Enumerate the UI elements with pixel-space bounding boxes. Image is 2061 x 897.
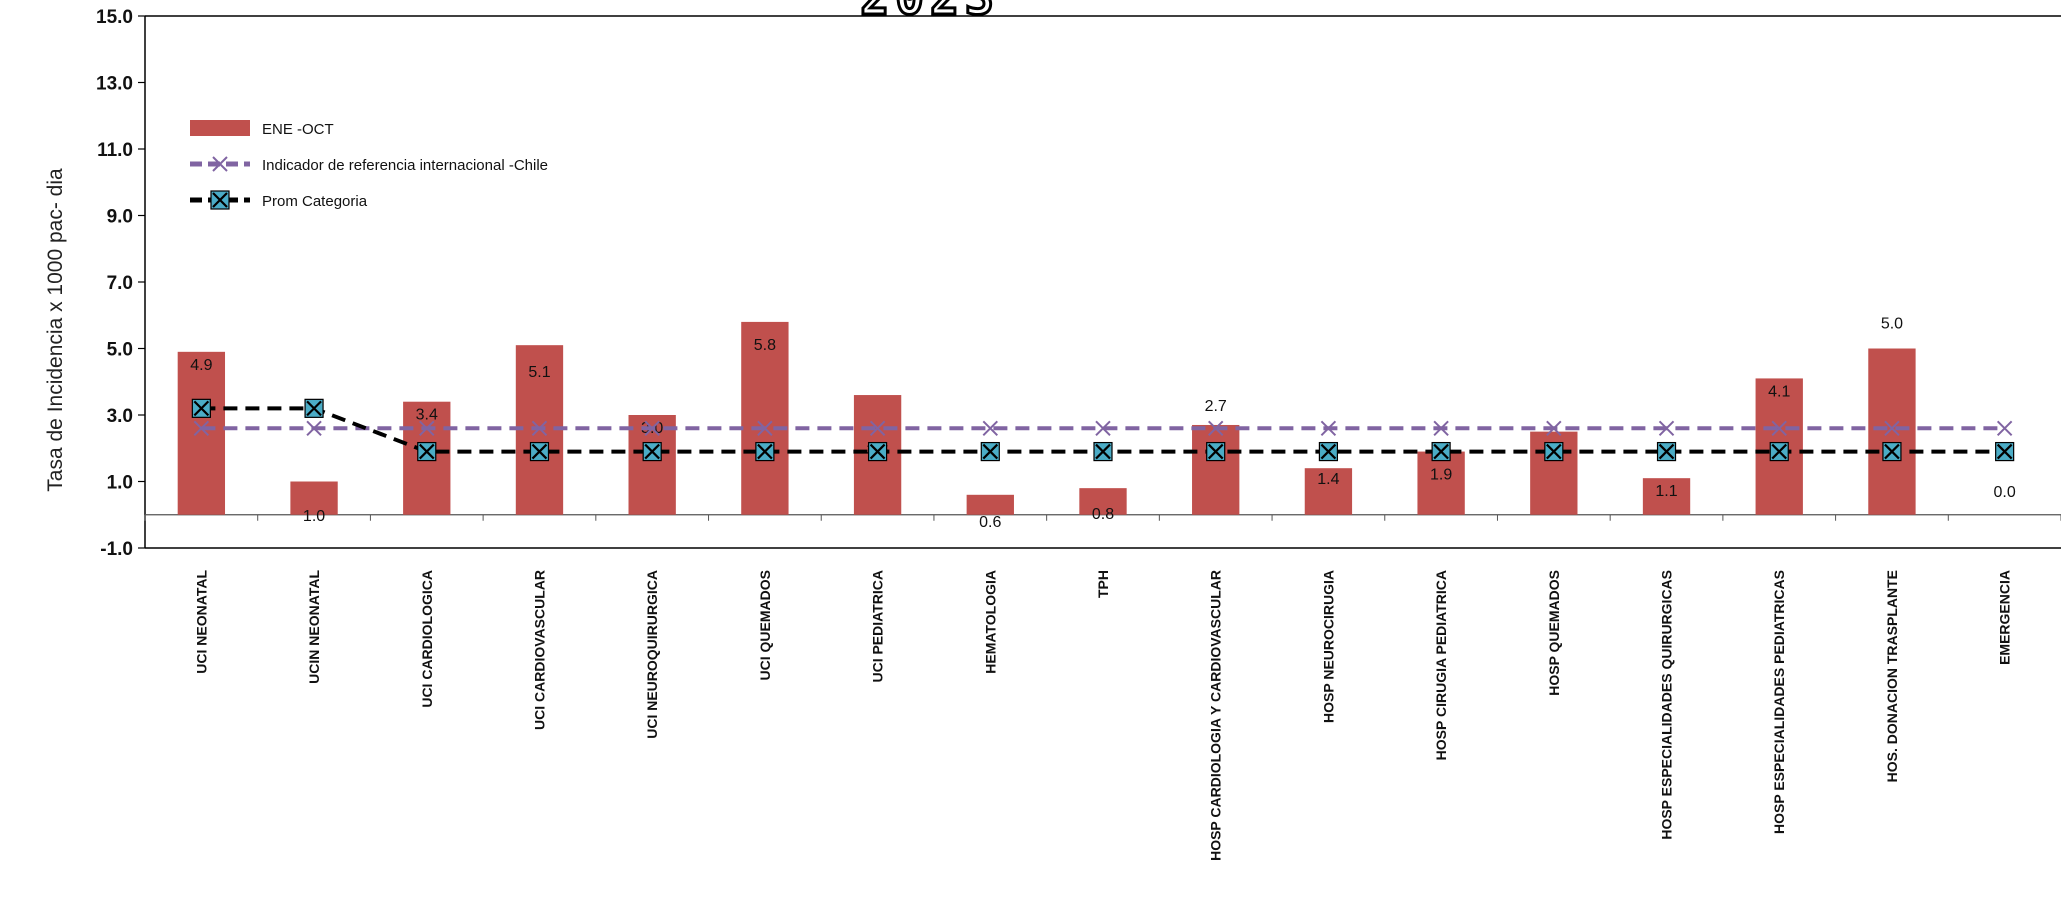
square-marker-x xyxy=(1095,443,1111,460)
square-marker-x xyxy=(193,400,210,417)
x-marker xyxy=(757,420,773,437)
square-marker-x xyxy=(1771,443,1788,460)
square-marker-x xyxy=(306,400,322,417)
square-marker-x xyxy=(644,443,660,460)
bar-data-label: 4.9 xyxy=(190,357,212,374)
x-marker xyxy=(1433,420,1449,437)
bar-data-label: 2.7 xyxy=(1205,398,1227,415)
legend: ENE -OCT Indicador de referencia internac… xyxy=(190,120,548,210)
square-marker-x xyxy=(869,443,886,460)
y-tick-label: 5.0 xyxy=(107,340,133,361)
x-marker xyxy=(1320,420,1337,437)
bar-data-label: 0.8 xyxy=(1092,506,1114,523)
bar xyxy=(1304,468,1353,515)
x-marker xyxy=(1658,420,1675,437)
bar-data-label: 5.0 xyxy=(1881,316,1903,333)
bar xyxy=(628,415,676,515)
x-tick-label: UCI NEONATAL xyxy=(193,570,209,674)
bar xyxy=(177,351,226,515)
x-marker xyxy=(869,420,886,437)
bar xyxy=(1079,488,1127,515)
x-tick-label: HOSP CARDIOLOGIA Y CARDIOVASCULAR xyxy=(1208,570,1224,861)
x-tick-label: HOSP NEUROCIRUGIA xyxy=(1320,570,1336,723)
y-tick-label: 11.0 xyxy=(97,140,133,161)
square-marker-x xyxy=(1433,443,1449,460)
x-marker xyxy=(531,420,548,437)
bar-data-label: 0.6 xyxy=(979,514,1001,531)
square-marker-x xyxy=(757,443,773,460)
y-tick-label: 7.0 xyxy=(107,273,133,294)
square-marker-x xyxy=(1207,443,1224,460)
y-tick-label: 15.0 xyxy=(96,7,133,28)
legend-entry: Prom Categoria xyxy=(262,193,368,210)
x-marker xyxy=(1546,420,1562,437)
bar xyxy=(1192,424,1240,515)
bar xyxy=(290,481,338,515)
x-marker xyxy=(419,420,435,437)
y-axis-label: Tasa de Incidencia x 1000 pac- dia xyxy=(44,168,67,492)
x-tick-label: UCI PEDIATRICA xyxy=(870,570,886,683)
x-marker xyxy=(1996,420,2013,437)
y-tick-label: 13.0 xyxy=(96,74,133,95)
x-marker xyxy=(1095,420,1111,437)
x-tick-label: TPH xyxy=(1095,570,1111,598)
plot-area: 15.0 13.0 11.0 9.0 7.0 5.0 3.0 1.0 -1.0 4.9 1.0 3.4… xyxy=(96,7,2061,861)
x-tick-label: UCIN NEONATAL xyxy=(306,570,322,684)
bar-data-label: 0.0 xyxy=(1994,484,2016,501)
x-marker xyxy=(1208,420,1224,437)
x-tick-label: UCI CARDIOVASCULAR xyxy=(531,570,547,730)
x-tick-label: HOSP QUEMADOS xyxy=(1546,570,1562,696)
bar-data-label: 5.8 xyxy=(754,337,776,354)
chart-title: 2023 xyxy=(860,0,1000,26)
x-marker xyxy=(306,420,322,437)
x-tick-label: HOSP CIRUGIA PEDIATRICA xyxy=(1433,570,1449,760)
x-marker xyxy=(1884,420,1900,437)
bar xyxy=(1868,348,1916,515)
bar-data-label: 3.4 xyxy=(416,407,438,424)
square-marker-x xyxy=(1658,443,1675,460)
x-tick-label: HEMATOLOGIA xyxy=(982,570,998,674)
bar xyxy=(1642,478,1691,515)
square-marker-x xyxy=(212,192,228,208)
bar-data-label: 1.9 xyxy=(1430,467,1452,484)
square-marker-x xyxy=(982,443,999,460)
x-tick-label: UCI NEUROQUIRURGICA xyxy=(644,570,660,739)
x-tick-label: UCI CARDIOLOGICA xyxy=(419,570,435,708)
bar-data-label: 5.1 xyxy=(528,364,550,381)
legend-swatch xyxy=(190,120,250,136)
square-marker-x xyxy=(1884,443,1900,460)
y-tick-label: 3.0 xyxy=(107,406,133,427)
y-tick-label: 9.0 xyxy=(107,207,133,228)
x-tick-label: HOS. DONACION TRASPLANTE xyxy=(1884,570,1900,782)
x-marker xyxy=(982,420,999,437)
legend-entry: ENE -OCT xyxy=(262,121,334,138)
x-tick-label: UCI QUEMADOS xyxy=(757,570,773,680)
x-tick-label: EMERGENCIA xyxy=(1997,570,2013,665)
square-marker-x xyxy=(1546,443,1562,460)
bar xyxy=(966,494,1014,515)
x-tick-label: HOSP ESPECIALIDADES QUIRURGICAS xyxy=(1659,570,1675,840)
bar-data-label: 1.1 xyxy=(1655,483,1677,500)
square-marker-x xyxy=(1996,443,2013,460)
x-tick-label: HOSP ESPECIALIDADES PEDIATRICAS xyxy=(1771,570,1787,834)
bar xyxy=(1417,451,1465,515)
bar-data-label: 1.0 xyxy=(303,508,325,525)
x-marker xyxy=(1771,420,1787,437)
bar xyxy=(741,321,789,515)
legend-entry: Indicador de referencia internacional -C… xyxy=(262,157,548,174)
x-marker xyxy=(193,420,210,437)
bar-data-label: 4.1 xyxy=(1768,383,1790,400)
square-marker-x xyxy=(1320,443,1337,460)
bar-data-label: 1.4 xyxy=(1317,471,1339,488)
y-tick-label: -1.0 xyxy=(100,539,133,560)
x-marker xyxy=(644,420,660,437)
square-marker-x xyxy=(531,443,548,460)
y-tick-label: 1.0 xyxy=(107,473,133,494)
x-marker xyxy=(212,156,228,172)
square-marker-x xyxy=(418,443,435,460)
